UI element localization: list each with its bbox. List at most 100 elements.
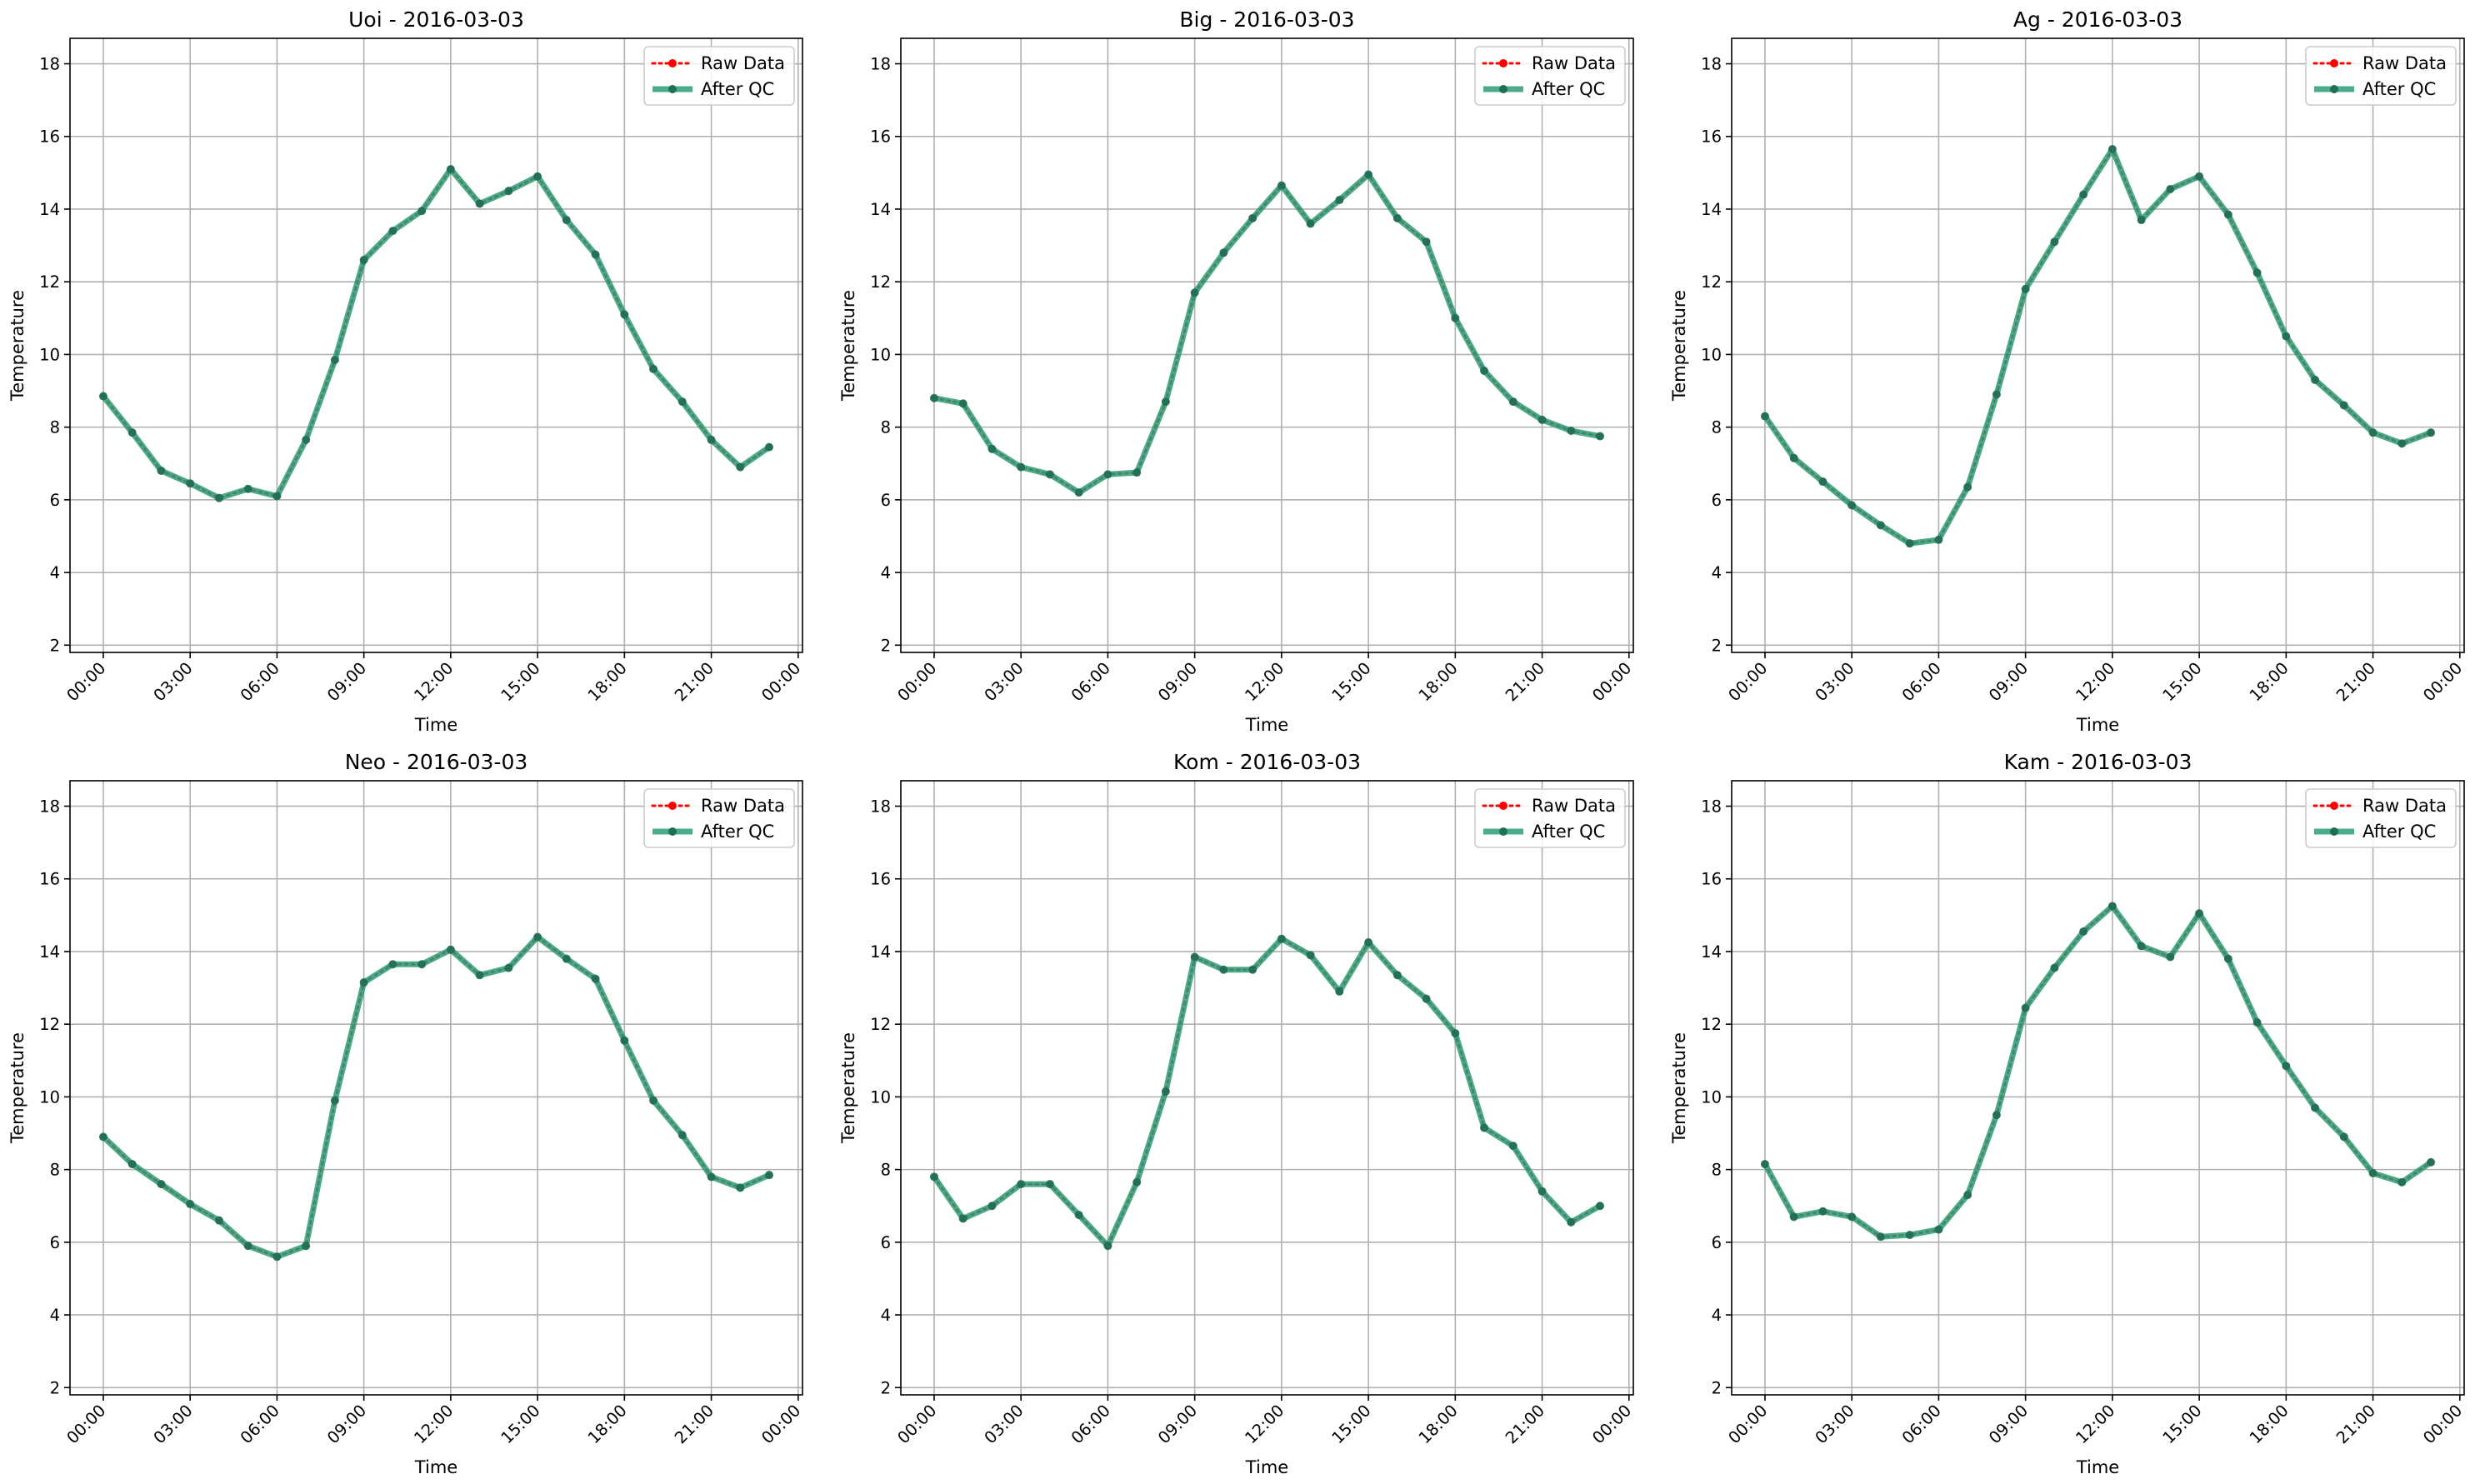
y-tick-label: 18 xyxy=(1701,55,1722,74)
x-tick-label: 09:00 xyxy=(1985,658,2032,705)
y-tick-label: 8 xyxy=(1712,418,1722,437)
after-qc-point xyxy=(1045,470,1054,479)
after-qc-point xyxy=(988,1202,997,1211)
y-tick-label: 16 xyxy=(870,127,891,147)
x-tick-label: 12:00 xyxy=(1241,1401,1288,1447)
after-qc-point xyxy=(2166,952,2175,962)
after-qc-point xyxy=(98,392,108,401)
after-qc-point xyxy=(2223,210,2232,219)
chart-panel-2: Big - 2016-03-03 2 4 6 8 10 12 14 16 18 00:00 03:00… xyxy=(838,7,1635,735)
after-qc-point xyxy=(1248,965,1258,974)
after-qc-point xyxy=(958,1214,968,1223)
after-qc-point xyxy=(765,442,774,452)
y-tick-label: 2 xyxy=(881,1378,891,1397)
after-qc-point xyxy=(1103,470,1112,479)
legend-marker-raw-data xyxy=(2330,802,2338,810)
after-qc-point xyxy=(1876,1232,1885,1242)
x-tick-label: 06:00 xyxy=(1898,658,1945,705)
after-qc-point xyxy=(1161,1087,1170,1096)
after-qc-point xyxy=(1132,468,1142,477)
after-qc-point xyxy=(418,207,427,216)
after-qc-point xyxy=(1992,1111,2001,1120)
after-qc-point xyxy=(418,960,427,969)
series-line-raw-data xyxy=(932,172,1602,494)
after-qc-point xyxy=(214,1216,223,1225)
y-tick-label: 10 xyxy=(39,345,60,364)
chart-panel-4: Neo - 2016-03-03 2 4 6 8 10 12 14 16 18 00:00 03:00… xyxy=(8,750,804,1477)
after-qc-point xyxy=(736,462,745,472)
legend-label-raw-data: Raw Data xyxy=(1532,53,1616,73)
plot-frame xyxy=(900,780,1634,1396)
chart-panel-6: Kam - 2016-03-03 2 4 6 8 10 12 14 16 18 00:00 03:00… xyxy=(1669,750,2466,1477)
legend-marker-raw-data xyxy=(668,59,677,67)
y-tick-label: 12 xyxy=(870,272,891,292)
after-qc-point xyxy=(591,974,600,983)
chart-title: Kam - 2016-03-03 xyxy=(2004,750,2192,774)
y-tick-label: 14 xyxy=(1701,942,1722,962)
y-tick-label: 14 xyxy=(1701,200,1722,219)
x-tick-label: 00:00 xyxy=(758,1401,804,1447)
legend-label-raw-data: Raw Data xyxy=(2362,53,2447,73)
after-qc-point xyxy=(272,1252,282,1262)
after-qc-point xyxy=(1905,1231,1914,1240)
after-qc-point xyxy=(186,1200,195,1209)
after-qc-point xyxy=(1219,965,1228,974)
y-tick-label: 8 xyxy=(881,1161,891,1180)
series-line-after-qc xyxy=(931,936,1603,1249)
y-tick-label: 12 xyxy=(39,272,60,292)
after-qc-point xyxy=(620,1036,629,1045)
x-tick-label: 00:00 xyxy=(1724,1401,1771,1447)
x-axis-label: Time xyxy=(414,715,458,735)
after-qc-point xyxy=(1306,951,1315,960)
after-qc-point xyxy=(1760,1160,1769,1169)
x-tick-label: 03:00 xyxy=(150,1401,197,1447)
after-qc-point xyxy=(1017,1180,1026,1189)
after-qc-point xyxy=(272,492,282,501)
after-qc-point xyxy=(591,250,600,259)
y-tick-label: 18 xyxy=(870,55,891,74)
x-tick-label: 00:00 xyxy=(1588,1401,1635,1447)
after-qc-point xyxy=(1161,397,1170,407)
x-tick-label: 15:00 xyxy=(498,658,544,705)
plot-frame xyxy=(69,37,803,653)
legend-marker-raw-data xyxy=(1499,802,1508,810)
after-qc-point xyxy=(214,493,223,502)
after-qc-point xyxy=(1760,412,1769,421)
y-tick-label: 10 xyxy=(870,1087,891,1107)
after-qc-point xyxy=(1480,1123,1489,1132)
after-qc-point xyxy=(1538,415,1547,424)
y-tick-label: 6 xyxy=(881,491,891,510)
x-tick-label: 21:00 xyxy=(1502,1401,1548,1447)
y-axis-label: Temperature xyxy=(8,290,28,402)
after-qc-point xyxy=(2108,902,2117,911)
after-qc-point xyxy=(1248,213,1258,222)
y-tick-label: 14 xyxy=(870,200,891,219)
y-tick-label: 12 xyxy=(1701,272,1722,292)
x-tick-label: 09:00 xyxy=(1154,658,1201,705)
x-tick-label: 12:00 xyxy=(2072,658,2118,705)
x-tick-label: 06:00 xyxy=(237,658,283,705)
legend-label-after-qc: After QC xyxy=(701,79,774,99)
after-qc-point xyxy=(1074,488,1083,497)
x-tick-label: 12:00 xyxy=(410,658,457,705)
after-qc-point xyxy=(243,1242,252,1251)
after-qc-point xyxy=(2252,268,2262,277)
after-qc-point xyxy=(2021,1003,2030,1012)
after-qc-point xyxy=(330,1096,339,1105)
after-qc-point xyxy=(2195,172,2204,181)
x-tick-label: 09:00 xyxy=(1154,1401,1201,1447)
after-qc-point xyxy=(504,963,513,972)
after-qc-point xyxy=(2195,909,2204,918)
after-qc-point xyxy=(1017,462,1026,472)
y-axis-label: Temperature xyxy=(8,1032,28,1144)
x-tick-label: 21:00 xyxy=(671,1401,718,1447)
legend-marker-after-qc xyxy=(668,827,677,836)
after-qc-point xyxy=(2368,1168,2378,1177)
after-qc-point xyxy=(1277,181,1286,190)
y-tick-label: 2 xyxy=(1712,1378,1722,1397)
after-qc-point xyxy=(128,428,137,437)
x-tick-label: 21:00 xyxy=(1502,658,1548,705)
y-tick-label: 6 xyxy=(1712,1233,1722,1252)
x-tick-label: 15:00 xyxy=(1328,658,1375,705)
